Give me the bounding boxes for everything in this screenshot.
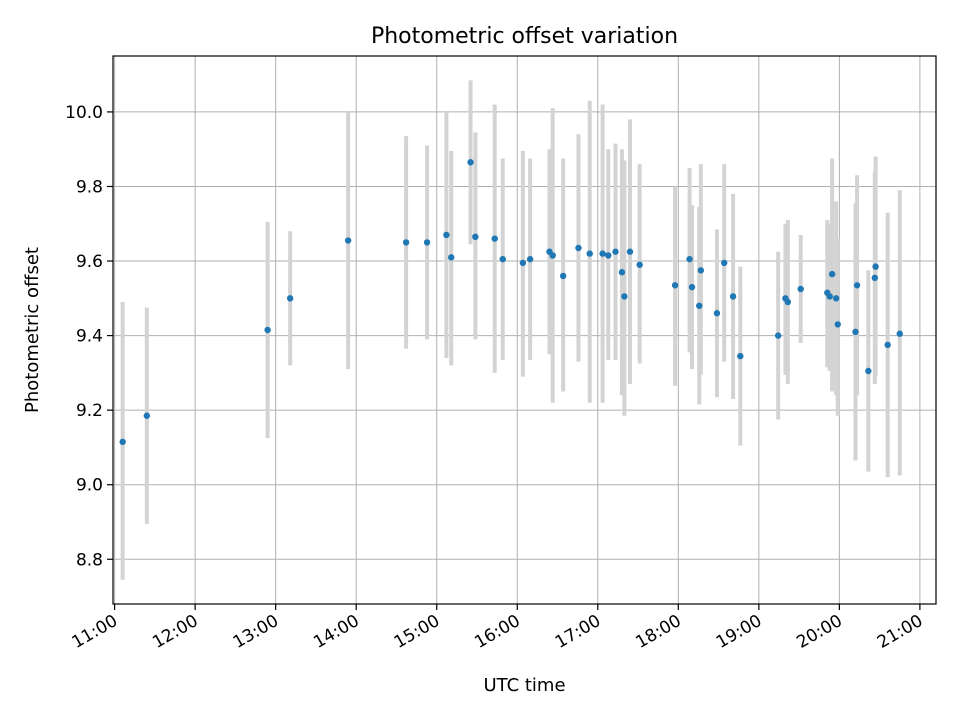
data-point <box>688 283 696 291</box>
data-point <box>605 252 612 259</box>
data-point <box>797 285 804 293</box>
y-tick-label: 9.2 <box>76 401 103 421</box>
data-point <box>853 282 861 289</box>
data-point <box>784 298 792 306</box>
chart-title: Photometric offset variation <box>371 24 678 49</box>
data-point <box>586 250 593 257</box>
data-point <box>472 233 479 241</box>
data-point <box>549 252 556 259</box>
data-point <box>612 248 619 255</box>
data-point <box>697 267 705 274</box>
data-point <box>865 367 872 375</box>
data-point <box>264 326 271 334</box>
data-point <box>286 295 294 302</box>
data-point <box>626 248 634 255</box>
data-point <box>575 244 582 252</box>
data-point <box>884 341 891 349</box>
data-point <box>344 237 352 244</box>
data-point <box>834 321 841 328</box>
data-point <box>423 239 431 246</box>
y-tick-label: 8.8 <box>76 550 103 570</box>
data-point <box>826 293 833 300</box>
data-point <box>671 282 679 289</box>
data-point <box>443 231 450 239</box>
data-point <box>686 255 693 263</box>
data-point <box>519 259 527 267</box>
x-axis-label: UTC time <box>483 675 565 696</box>
data-point <box>721 259 728 267</box>
data-point <box>774 332 782 339</box>
y-tick-label: 9.4 <box>76 327 103 347</box>
data-point <box>828 270 836 278</box>
data-point <box>621 293 628 300</box>
plot-frame <box>112 55 937 605</box>
data-point <box>636 261 643 268</box>
y-tick-label: 9.0 <box>76 476 103 496</box>
data-point <box>872 263 879 270</box>
data-point <box>526 255 534 263</box>
data-point <box>559 272 567 280</box>
data-point <box>618 269 626 276</box>
data-point <box>448 254 455 261</box>
data-point <box>119 438 126 446</box>
y-axis-label: Photometric offset <box>22 247 43 413</box>
data-point <box>143 412 151 419</box>
data-point <box>737 352 744 360</box>
data-point <box>467 159 474 166</box>
data-points <box>119 159 903 446</box>
data-point <box>729 293 737 300</box>
data-point <box>832 295 840 302</box>
data-point <box>852 328 859 336</box>
data-point <box>713 310 721 317</box>
y-tick-label: 9.6 <box>76 252 103 272</box>
data-point <box>599 250 606 257</box>
data-point <box>696 302 703 309</box>
y-tick-label: 9.8 <box>76 177 103 197</box>
data-point <box>402 239 410 246</box>
y-tick-label: 10.0 <box>65 103 103 123</box>
data-point <box>491 235 498 242</box>
data-point <box>896 330 903 337</box>
data-point <box>499 255 506 263</box>
data-point <box>871 274 878 282</box>
